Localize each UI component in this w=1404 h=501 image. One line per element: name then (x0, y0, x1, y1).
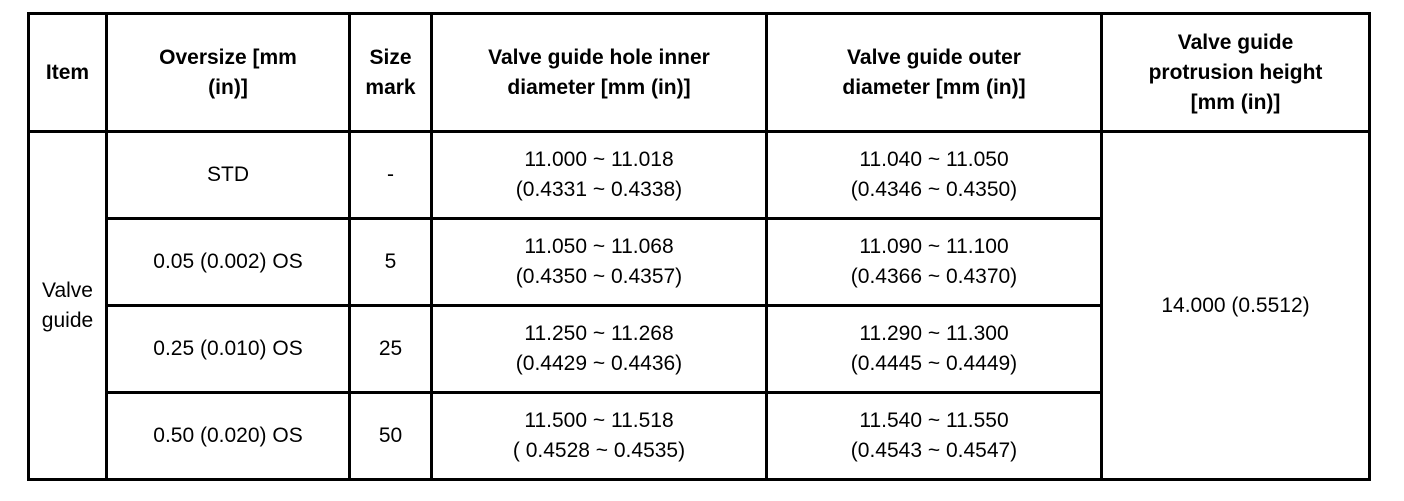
inner-diameter-cell: 11.050 ~ 11.068 (0.4350 ~ 0.4357) (430, 217, 768, 307)
oversize-cell: 0.25 (0.010) OS (105, 304, 351, 394)
protrusion-value-cell: 14.000 (0.5512) (1100, 130, 1371, 481)
size-mark-cell: - (348, 130, 433, 220)
header-size-mark: Size mark (348, 12, 433, 133)
oversize-cell: 0.05 (0.002) OS (105, 217, 351, 307)
table-row-std: Valve guide STD - 11.000 ~ 11.018 (0.433… (27, 130, 1371, 481)
outer-diameter-cell: 11.290 ~ 11.300 (0.4445 ~ 0.4449) (765, 304, 1103, 394)
table-row-os-005: 0.05 (0.002) OS 5 11.050 ~ 11.068 (0.435… (29, 217, 1370, 307)
table-row-os-025: 0.25 (0.010) OS 25 11.250 ~ 11.268 (0.44… (29, 304, 1370, 394)
header-protrusion-height: Valve guide protrusion height [mm (in)] (1100, 12, 1371, 133)
oversize-cell: STD (105, 130, 351, 220)
valve-guide-spec-table: Item Oversize [mm (in)] Size mark Valve … (27, 12, 1371, 481)
table-row-os-050: 0.50 (0.020) OS 50 11.500 ~ 11.518 ( 0.4… (29, 391, 1370, 481)
inner-diameter-cell: 11.250 ~ 11.268 (0.4429 ~ 0.4436) (430, 304, 768, 394)
header-outer-diameter: Valve guide outer diameter [mm (in)] (765, 12, 1103, 133)
outer-diameter-cell: 11.040 ~ 11.050 (0.4346 ~ 0.4350) (765, 130, 1103, 220)
outer-diameter-cell: 11.090 ~ 11.100 (0.4366 ~ 0.4370) (765, 217, 1103, 307)
oversize-cell: 0.50 (0.020) OS (105, 391, 351, 481)
item-cell: Valve guide (27, 130, 108, 481)
header-item: Item (27, 12, 108, 133)
size-mark-cell: 5 (348, 217, 433, 307)
header-row: Item Oversize [mm (in)] Size mark Valve … (27, 12, 1371, 133)
size-mark-cell: 50 (348, 391, 433, 481)
size-mark-cell: 25 (348, 304, 433, 394)
inner-diameter-cell: 11.500 ~ 11.518 ( 0.4528 ~ 0.4535) (430, 391, 768, 481)
header-inner-diameter: Valve guide hole inner diameter [mm (in)… (430, 12, 768, 133)
inner-diameter-cell: 11.000 ~ 11.018 (0.4331 ~ 0.4338) (430, 130, 768, 220)
header-oversize: Oversize [mm (in)] (105, 12, 351, 133)
outer-diameter-cell: 11.540 ~ 11.550 (0.4543 ~ 0.4547) (765, 391, 1103, 481)
